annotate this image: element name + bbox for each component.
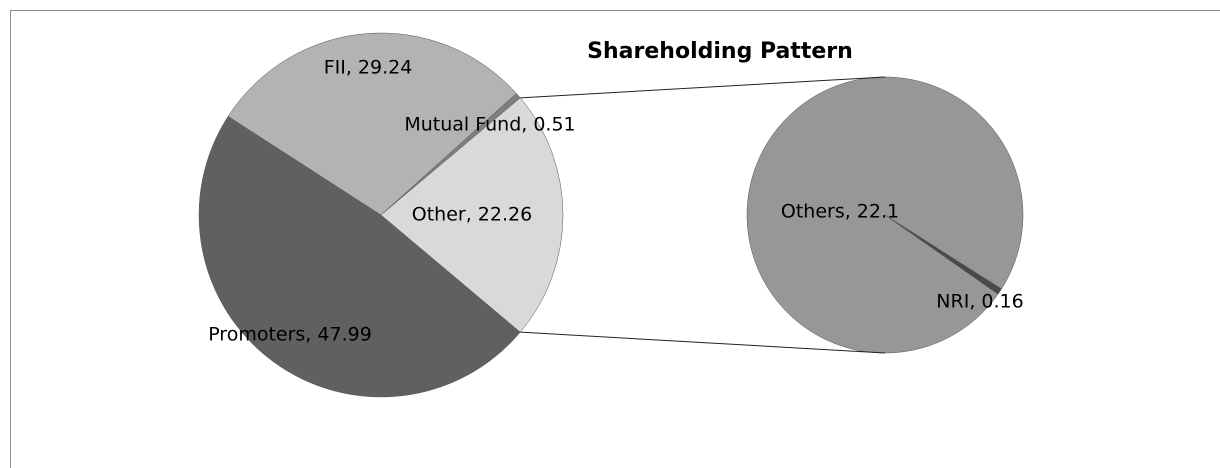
data-label: NRI, 0.16 [936,291,1023,313]
data-label: Mutual Fund, 0.51 [404,114,575,136]
data-label: Promoters, 47.99 [208,324,372,346]
slices [198,32,1024,398]
chart-frame [10,10,1220,468]
pie-slice [198,115,521,398]
pie-slice [380,97,564,333]
data-label: Others, 22.1 [781,201,899,223]
pie-slice [884,214,1002,295]
chart-title: Shareholding Pattern [587,39,853,64]
labels: Promoters, 47.99 FII, 29.24 Mutual Fund, 0… [208,57,1024,346]
pie-slice [746,76,1024,354]
data-label: Other, 22.26 [412,204,532,226]
data-label: FII, 29.24 [324,57,413,79]
pie-slice [227,32,517,216]
connector-line [520,331,886,354]
connector-line [520,76,886,99]
